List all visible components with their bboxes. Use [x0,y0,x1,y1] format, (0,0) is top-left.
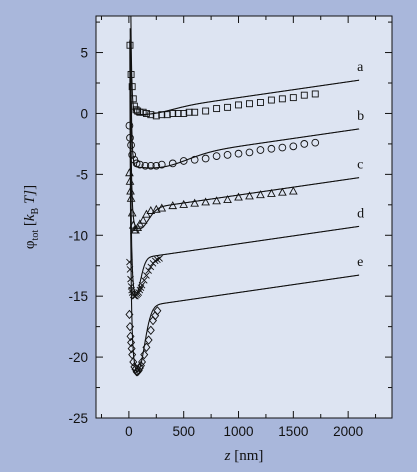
y-tick-label: 5 [80,46,88,61]
y-axis-symbol: φ [22,240,38,249]
curve-label-c: c [357,158,363,173]
y-axis-unit-open: [ [22,221,38,230]
curve-label-a: a [357,60,364,75]
x-tick-label: 1500 [278,424,308,439]
y-tick-label: -10 [68,228,88,243]
curve-label-d: d [357,206,364,221]
x-axis-title: z [nm] [224,448,264,464]
y-axis-unit-close: ] [22,185,38,190]
y-tick-label: -20 [68,350,88,365]
x-tick-label: 1000 [223,424,253,439]
y-tick-label: -15 [68,289,88,304]
y-tick-label: -25 [68,411,88,426]
curve-label-b: b [357,109,364,124]
x-tick-label: 2000 [333,424,363,439]
y-tick-label: 0 [80,106,88,121]
x-tick-label: 500 [172,424,195,439]
y-axis-subscript: tot [30,230,41,241]
y-axis-T: T] [22,190,38,208]
y-axis-title: φtot [kB T]] [22,185,41,249]
x-tick-label: 0 [125,424,133,439]
x-axis-unit: [nm] [230,448,263,464]
curve-label-e: e [357,255,363,270]
plot-area [96,16,392,418]
y-tick-label: -5 [76,167,88,182]
